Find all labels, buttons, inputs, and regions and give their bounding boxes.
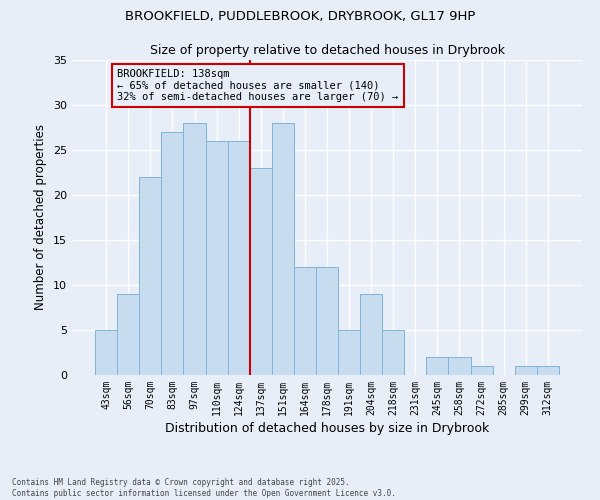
Title: Size of property relative to detached houses in Drybrook: Size of property relative to detached ho…	[149, 44, 505, 58]
Bar	[272, 123, 294, 375]
Bar	[316, 267, 338, 375]
Bar	[470, 366, 493, 375]
Y-axis label: Number of detached properties: Number of detached properties	[34, 124, 47, 310]
X-axis label: Distribution of detached houses by size in Drybrook: Distribution of detached houses by size …	[165, 422, 489, 435]
Bar	[161, 132, 184, 375]
Bar	[139, 177, 161, 375]
Text: BROOKFIELD: 138sqm
← 65% of detached houses are smaller (140)
32% of semi-detach: BROOKFIELD: 138sqm ← 65% of detached hou…	[117, 69, 398, 102]
Bar	[294, 267, 316, 375]
Bar	[227, 141, 250, 375]
Bar	[206, 141, 227, 375]
Bar	[117, 294, 139, 375]
Bar	[448, 357, 470, 375]
Bar	[427, 357, 448, 375]
Bar	[250, 168, 272, 375]
Text: BROOKFIELD, PUDDLEBROOK, DRYBROOK, GL17 9HP: BROOKFIELD, PUDDLEBROOK, DRYBROOK, GL17 …	[125, 10, 475, 23]
Bar	[360, 294, 382, 375]
Bar	[95, 330, 117, 375]
Bar	[537, 366, 559, 375]
Text: Contains HM Land Registry data © Crown copyright and database right 2025.
Contai: Contains HM Land Registry data © Crown c…	[12, 478, 396, 498]
Bar	[382, 330, 404, 375]
Bar	[515, 366, 537, 375]
Bar	[338, 330, 360, 375]
Bar	[184, 123, 206, 375]
